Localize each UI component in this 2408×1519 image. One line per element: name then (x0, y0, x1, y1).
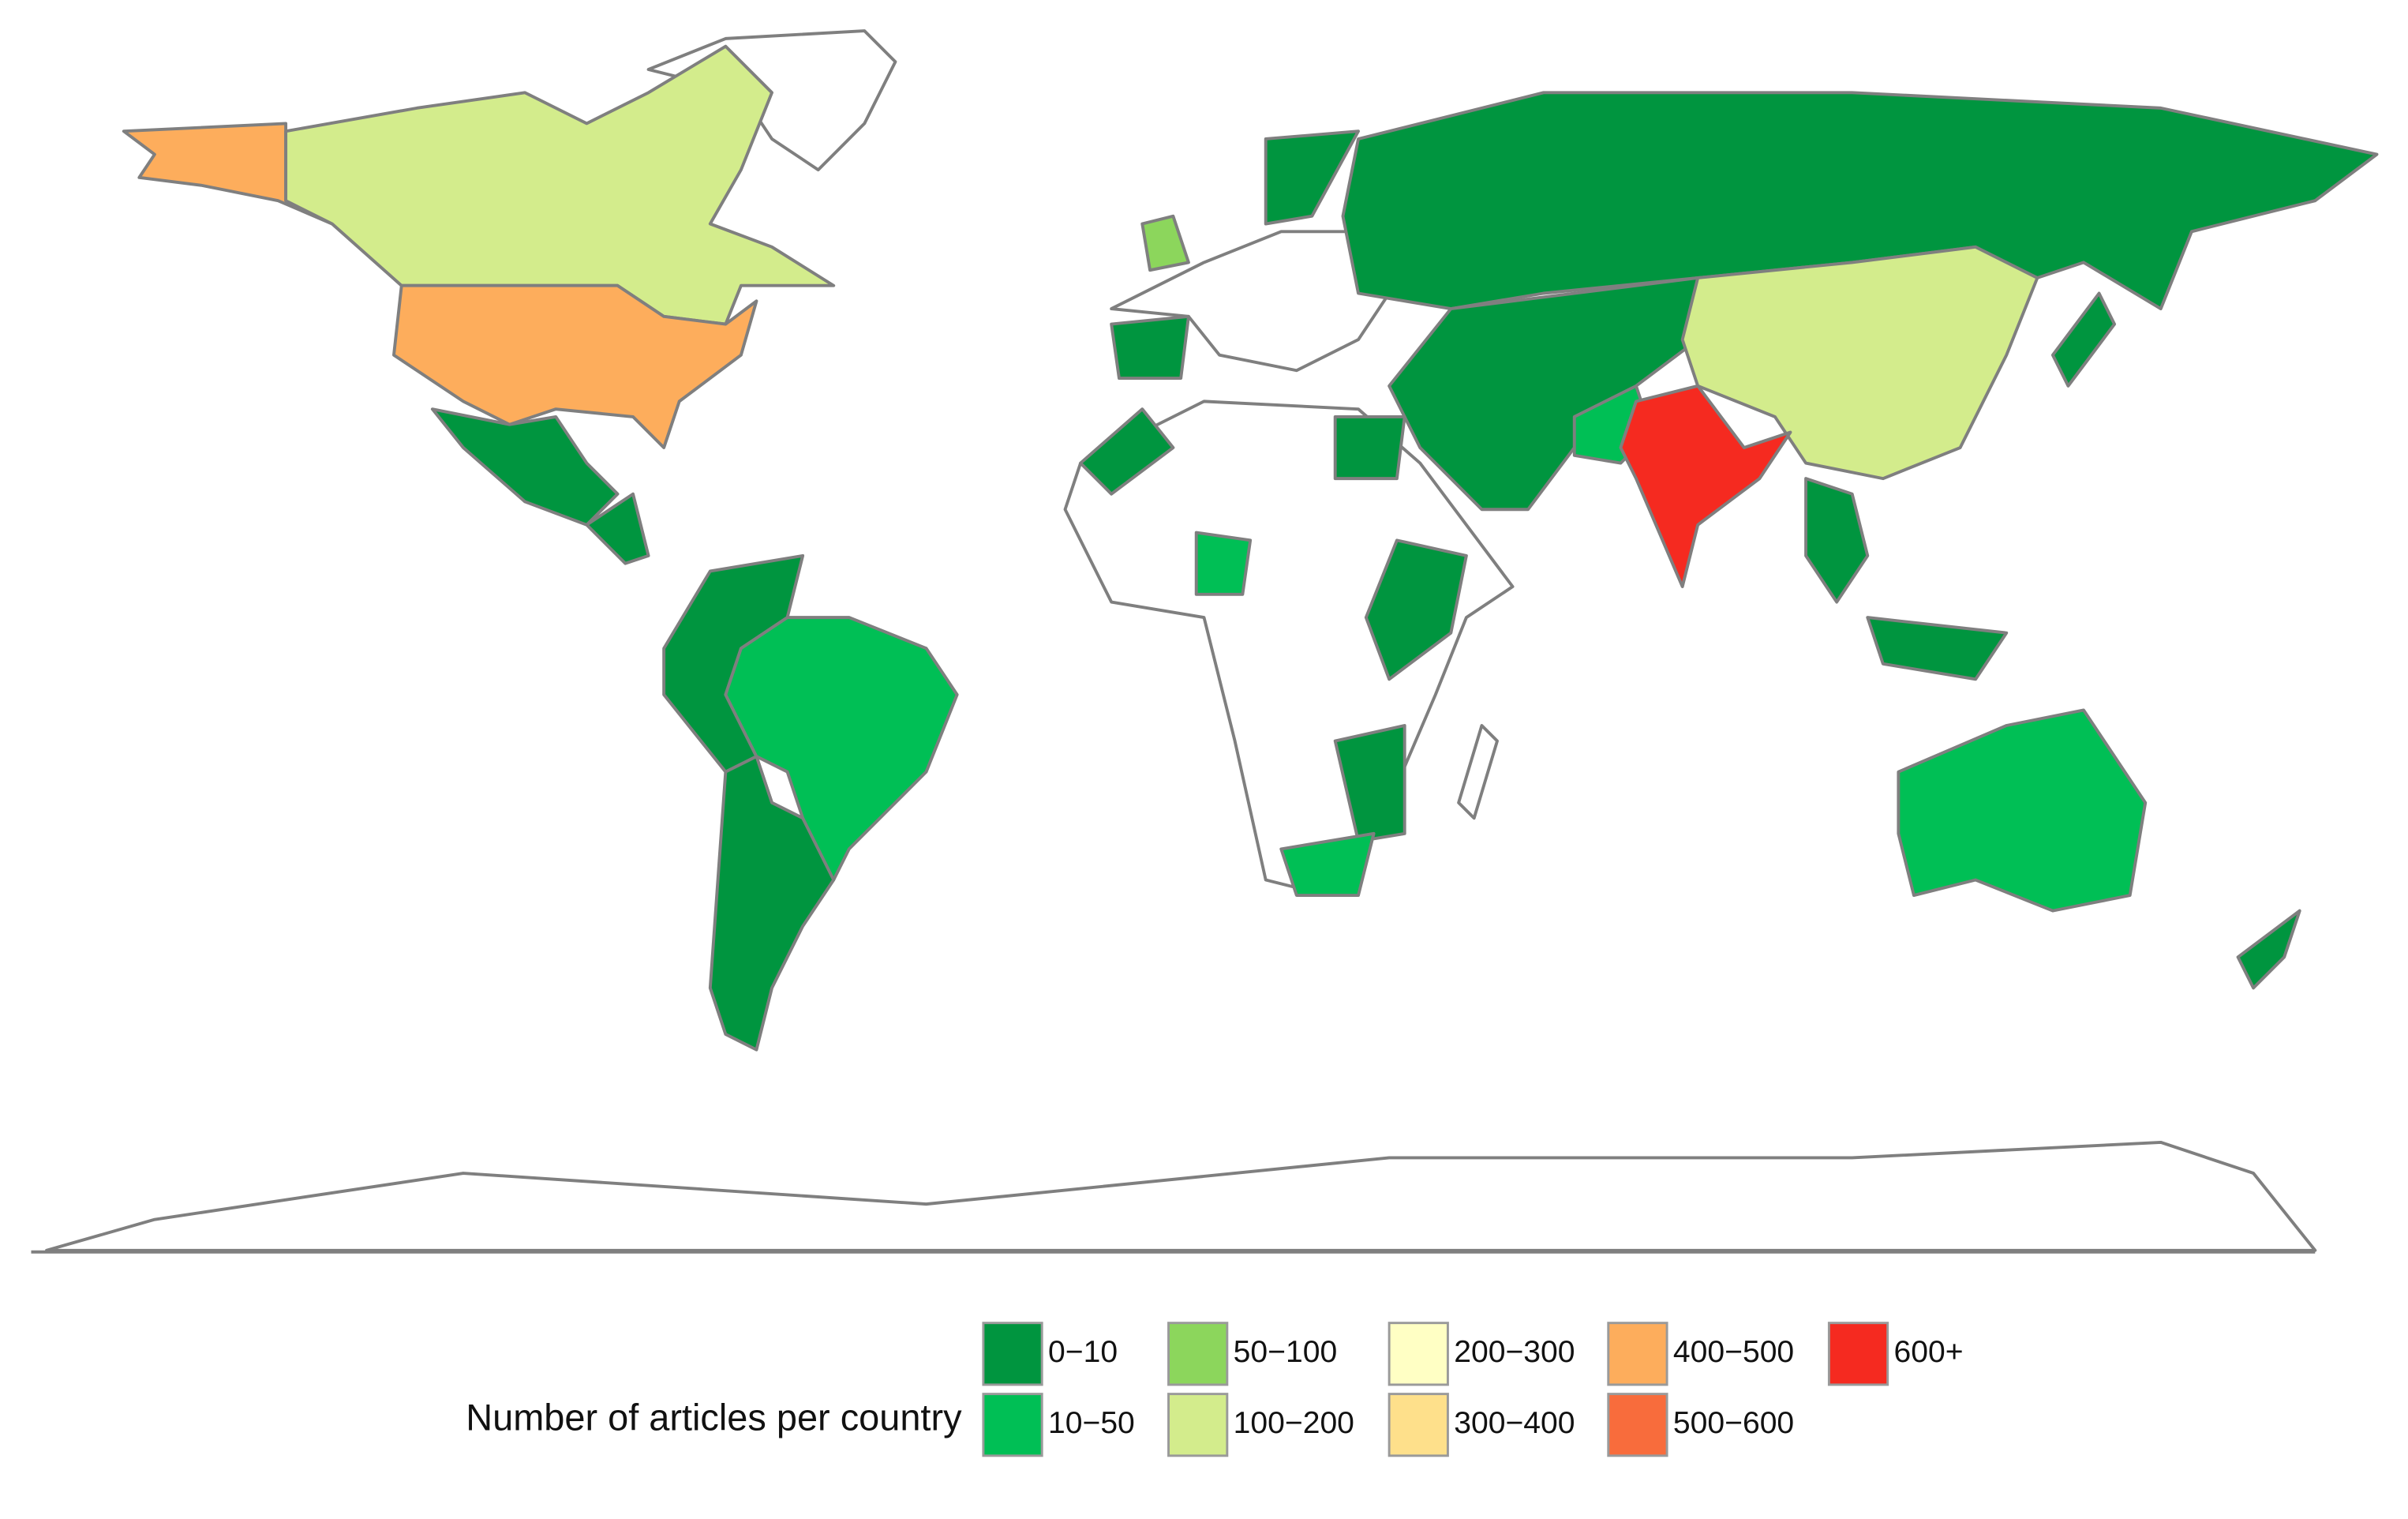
central-america (585, 492, 650, 565)
legend: Number of articles per country 0−10 10−50… (466, 1322, 1964, 1457)
legend-swatch (1167, 1322, 1229, 1386)
china (1680, 245, 2039, 481)
north-africa (1079, 407, 1175, 496)
legend-swatch (982, 1393, 1043, 1457)
new-zealand (2236, 909, 2301, 990)
legend-label: 0−10 (1048, 1335, 1118, 1369)
legend-label: 10−50 (1048, 1406, 1135, 1440)
legend-title: Number of articles per country (466, 1397, 962, 1438)
legend-swatch (1607, 1322, 1668, 1386)
canada (284, 44, 836, 326)
legend-swatch (1607, 1393, 1668, 1457)
madagascar (1457, 724, 1499, 820)
southeast-asia (1804, 477, 1870, 604)
legend-label: 500−600 (1673, 1406, 1794, 1440)
australia (1897, 708, 2148, 913)
argentina-chile (708, 755, 836, 1052)
egypt (1333, 414, 1406, 481)
south-africa (1279, 831, 1376, 898)
legend-label: 400−500 (1673, 1335, 1794, 1369)
japan (2050, 291, 2117, 388)
legend-label: 100−200 (1234, 1406, 1354, 1440)
europe (1110, 230, 1391, 373)
legend-swatch (1388, 1322, 1449, 1386)
legend-swatch (1167, 1393, 1229, 1457)
antarctica (45, 1140, 2317, 1252)
mexico (430, 407, 620, 527)
legend-label: 600+ (1894, 1335, 1964, 1369)
east-africa (1364, 538, 1468, 681)
legend-label: 300−400 (1454, 1406, 1575, 1440)
legend-label: 50−100 (1234, 1335, 1338, 1369)
scandinavia (1264, 129, 1360, 226)
russia (1341, 91, 2379, 311)
legend-swatch (982, 1322, 1043, 1386)
usa (392, 283, 758, 449)
india (1619, 384, 1792, 588)
countries (31, 29, 2379, 1254)
nigeria (1194, 531, 1253, 596)
legend-label: 200−300 (1454, 1335, 1575, 1369)
southern-africa (1333, 724, 1406, 843)
indonesia (1866, 616, 2009, 681)
iberia (1110, 314, 1190, 380)
legend-swatch (1827, 1322, 1889, 1386)
uk (1140, 214, 1190, 272)
legend-swatch (1388, 1393, 1449, 1457)
